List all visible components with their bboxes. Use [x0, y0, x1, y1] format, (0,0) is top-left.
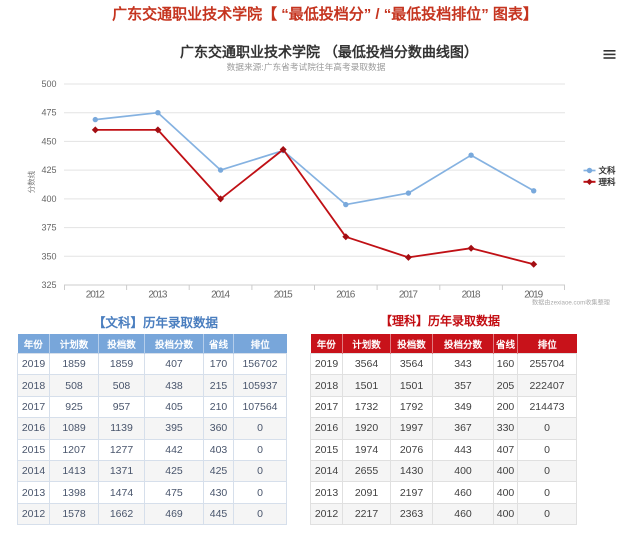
svg-text:理科: 理科 — [599, 177, 617, 187]
svg-text:2012: 2012 — [86, 290, 105, 301]
svg-text:数据由zexiaoe.com收集整理: 数据由zexiaoe.com收集整理 — [532, 299, 610, 307]
svg-text:375: 375 — [41, 223, 56, 233]
svg-text:425: 425 — [41, 165, 56, 175]
svg-text:2016: 2016 — [336, 290, 355, 301]
svg-text:2014: 2014 — [211, 290, 230, 301]
svg-text:2013: 2013 — [148, 290, 167, 301]
svg-text:500: 500 — [41, 79, 56, 89]
svg-text:325: 325 — [41, 280, 56, 290]
svg-text:2017: 2017 — [399, 290, 418, 301]
svg-text:475: 475 — [41, 108, 56, 118]
svg-text:450: 450 — [41, 136, 56, 146]
svg-text:400: 400 — [41, 194, 56, 204]
svg-text:350: 350 — [41, 251, 56, 261]
svg-text:2015: 2015 — [274, 290, 293, 301]
svg-text:2019: 2019 — [524, 290, 543, 301]
svg-text:广东交通职业技术学院 （最低投档分数曲线图）: 广东交通职业技术学院 （最低投档分数曲线图） — [180, 44, 478, 60]
svg-text:数据来源:广东省考试院往年高考录取数据: 数据来源:广东省考试院往年高考录取数据 — [227, 61, 386, 72]
svg-text:分数线: 分数线 — [26, 170, 36, 193]
svg-text:文科: 文科 — [599, 166, 617, 176]
svg-text:2018: 2018 — [462, 290, 481, 301]
